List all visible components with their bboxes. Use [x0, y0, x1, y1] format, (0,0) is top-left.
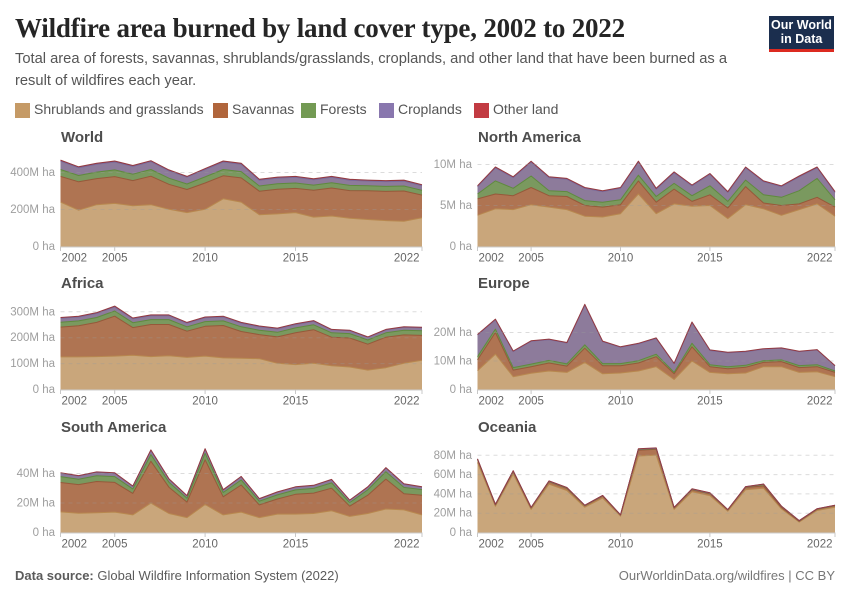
svg-text:2005: 2005 — [518, 253, 544, 265]
svg-text:2015: 2015 — [697, 253, 723, 265]
svg-text:2010: 2010 — [192, 396, 218, 408]
svg-text:2022: 2022 — [807, 539, 833, 551]
svg-text:2015: 2015 — [283, 253, 309, 265]
svg-text:2002: 2002 — [479, 253, 505, 265]
svg-text:20M ha: 20M ha — [434, 327, 473, 339]
svg-text:2015: 2015 — [697, 539, 723, 551]
svg-text:2022: 2022 — [394, 539, 420, 551]
svg-text:40M ha: 40M ha — [434, 488, 473, 500]
svg-text:0 ha: 0 ha — [33, 384, 56, 396]
svg-text:400M ha: 400M ha — [10, 167, 55, 179]
svg-text:2005: 2005 — [518, 396, 544, 408]
svg-text:2002: 2002 — [479, 396, 505, 408]
svg-text:2022: 2022 — [807, 253, 833, 265]
svg-text:2015: 2015 — [283, 539, 309, 551]
svg-text:200M ha: 200M ha — [10, 332, 55, 344]
svg-text:0 ha: 0 ha — [33, 527, 56, 539]
svg-text:200M ha: 200M ha — [10, 204, 55, 216]
svg-text:2022: 2022 — [807, 396, 833, 408]
svg-text:20M ha: 20M ha — [17, 498, 56, 510]
svg-text:2015: 2015 — [283, 396, 309, 408]
svg-text:2010: 2010 — [608, 396, 634, 408]
svg-text:2010: 2010 — [192, 539, 218, 551]
svg-text:0 ha: 0 ha — [450, 241, 473, 253]
svg-text:2022: 2022 — [394, 253, 420, 265]
svg-text:2005: 2005 — [518, 539, 544, 551]
svg-text:2005: 2005 — [102, 253, 128, 265]
svg-text:2010: 2010 — [608, 253, 634, 265]
svg-text:2002: 2002 — [479, 539, 505, 551]
svg-text:5M ha: 5M ha — [440, 200, 473, 212]
svg-text:20M ha: 20M ha — [434, 508, 473, 520]
svg-text:60M ha: 60M ha — [434, 469, 473, 481]
svg-text:100M ha: 100M ha — [10, 358, 55, 370]
svg-text:2010: 2010 — [608, 539, 634, 551]
svg-text:2022: 2022 — [394, 396, 420, 408]
svg-text:0 ha: 0 ha — [33, 241, 56, 253]
svg-text:2015: 2015 — [697, 396, 723, 408]
svg-text:2002: 2002 — [62, 396, 88, 408]
svg-text:2002: 2002 — [62, 539, 88, 551]
svg-text:2010: 2010 — [192, 253, 218, 265]
svg-text:2005: 2005 — [102, 539, 128, 551]
svg-text:40M ha: 40M ha — [17, 468, 56, 480]
svg-text:10M ha: 10M ha — [434, 356, 473, 368]
svg-text:0 ha: 0 ha — [450, 384, 473, 396]
svg-text:80M ha: 80M ha — [434, 450, 473, 462]
svg-text:300M ha: 300M ha — [10, 306, 55, 318]
svg-text:2002: 2002 — [62, 253, 88, 265]
svg-text:0 ha: 0 ha — [450, 527, 473, 539]
svg-text:2005: 2005 — [102, 396, 128, 408]
svg-text:10M ha: 10M ha — [434, 159, 473, 171]
